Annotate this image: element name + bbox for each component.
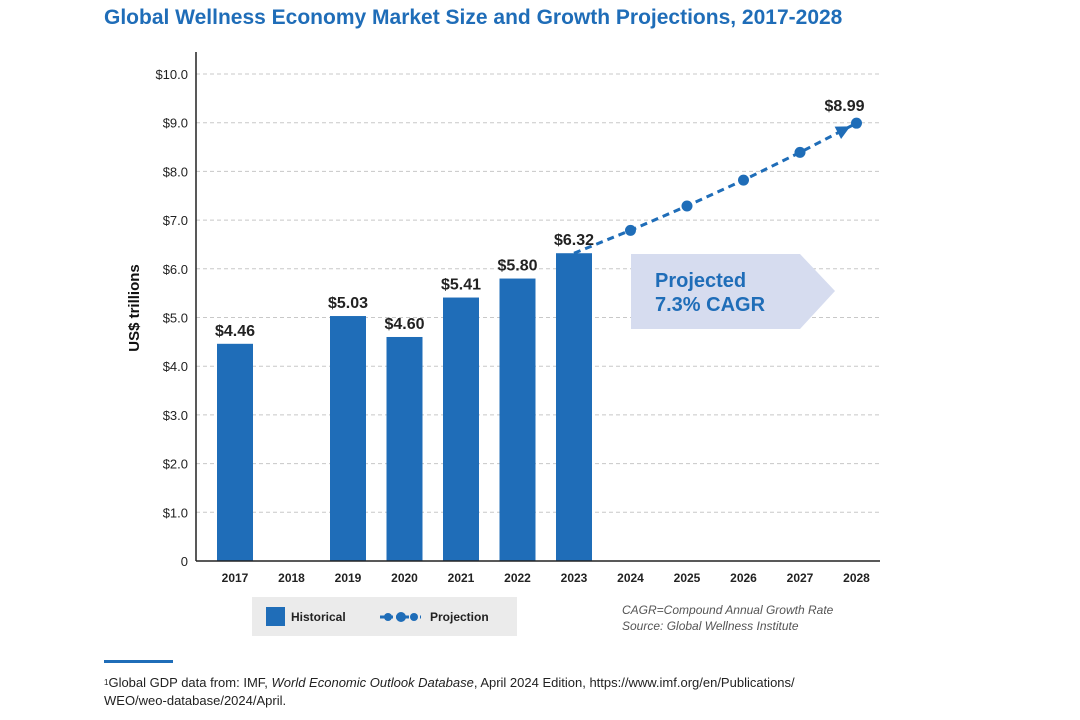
- cagr-definition-note: CAGR=Compound Annual Growth Rate: [622, 603, 834, 617]
- chart-title: Global Wellness Economy Market Size and …: [104, 6, 843, 29]
- projection-point-2024: [625, 224, 636, 236]
- x-tick-label: 2025: [674, 571, 701, 585]
- data-labels: $4.46 $5.03 $4.60 $5.41 $5.80 $6.32 $8.99: [215, 98, 865, 340]
- y-tick-label: $6.0: [163, 262, 188, 277]
- legend-projection-dot: [396, 612, 406, 622]
- projection-point-2026: [738, 174, 749, 186]
- footnote-italic: World Economic Outlook Database: [271, 675, 474, 690]
- y-axis-label: US$ trillions: [126, 264, 143, 352]
- x-tick-label: 2021: [448, 571, 475, 585]
- axes: 0 $1.0 $2.0 $3.0 $4.0 $5.0 $6.0 $7.0 $8.0 $9.0 $10…: [126, 52, 880, 585]
- y-tick-label: $5.0: [163, 311, 188, 326]
- legend-projection-dot: [410, 613, 418, 621]
- bar-value-label: $6.32: [554, 232, 594, 249]
- projection-arrowhead: [834, 126, 851, 140]
- footnote-marker: 1: [104, 678, 109, 687]
- bar-value-label: $5.41: [441, 277, 481, 294]
- cagr-callout-shape: [631, 254, 835, 329]
- footnote-prefix: Global GDP data from: IMF,: [108, 675, 272, 690]
- x-tick-label: 2028: [843, 571, 870, 585]
- footnote-line2: WEO/weo-database/2024/April.: [104, 693, 287, 708]
- y-tick-label: $8.0: [163, 164, 188, 179]
- x-tick-label: 2026: [730, 571, 757, 585]
- legend-projection-dot: [384, 613, 392, 621]
- footnote-suffix: , April 2024 Edition, https://www.imf.or…: [473, 675, 795, 690]
- bar-value-label: $5.80: [497, 258, 537, 275]
- x-tick-label: 2017: [222, 571, 249, 585]
- x-tick-label: 2018: [278, 571, 305, 585]
- x-tick-label: 2024: [617, 571, 644, 585]
- y-tick-label: $1.0: [163, 505, 188, 520]
- bar-value-label: $5.03: [328, 295, 368, 312]
- y-tick-label: $4.0: [163, 359, 188, 374]
- source-note: Source: Global Wellness Institute: [622, 619, 799, 633]
- legend-projection-label: Projection: [430, 610, 489, 624]
- bar-2019: [330, 316, 366, 561]
- y-tick-label: $2.0: [163, 457, 188, 472]
- projection-point-2028: [851, 117, 862, 129]
- bar-2017: [217, 343, 253, 561]
- chart-notes: CAGR=Compound Annual Growth Rate Source: …: [622, 603, 834, 633]
- projection-point-2027: [794, 146, 806, 158]
- legend-historical-label: Historical: [291, 610, 346, 624]
- footnote-rule: [104, 660, 173, 663]
- bar-2021: [443, 297, 479, 561]
- bar-value-label: $4.46: [215, 323, 255, 340]
- y-tick-label: $10.0: [155, 67, 188, 82]
- x-tick-label: 2022: [504, 571, 531, 585]
- y-tick-label: $3.0: [163, 408, 188, 423]
- projection-point-2025: [681, 200, 693, 212]
- historical-bars: [217, 253, 592, 561]
- bar-2020: [386, 336, 423, 561]
- y-tick-label: $9.0: [163, 116, 188, 131]
- cagr-callout-line2: 7.3% CAGR: [655, 294, 766, 316]
- projection-value-label: $8.99: [824, 98, 864, 115]
- y-tick-label: 0: [181, 554, 188, 569]
- projection-line-path: [573, 121, 858, 255]
- legend-historical-swatch: [266, 607, 285, 626]
- legend: Historical Projection: [252, 597, 517, 636]
- footnote: 1Global GDP data from: IMF, World Econom…: [104, 674, 1004, 710]
- bar-2022: [499, 278, 536, 561]
- x-tick-label: 2019: [335, 571, 362, 585]
- x-tick-label: 2020: [391, 571, 418, 585]
- x-tick-label: 2027: [787, 571, 814, 585]
- projection-line: [573, 117, 862, 255]
- y-tick-label: $7.0: [163, 213, 188, 228]
- x-tick-label: 2023: [561, 571, 588, 585]
- bar-value-label: $4.60: [384, 316, 424, 333]
- cagr-callout-line1: Projected: [655, 270, 746, 292]
- bar-2023: [556, 253, 592, 561]
